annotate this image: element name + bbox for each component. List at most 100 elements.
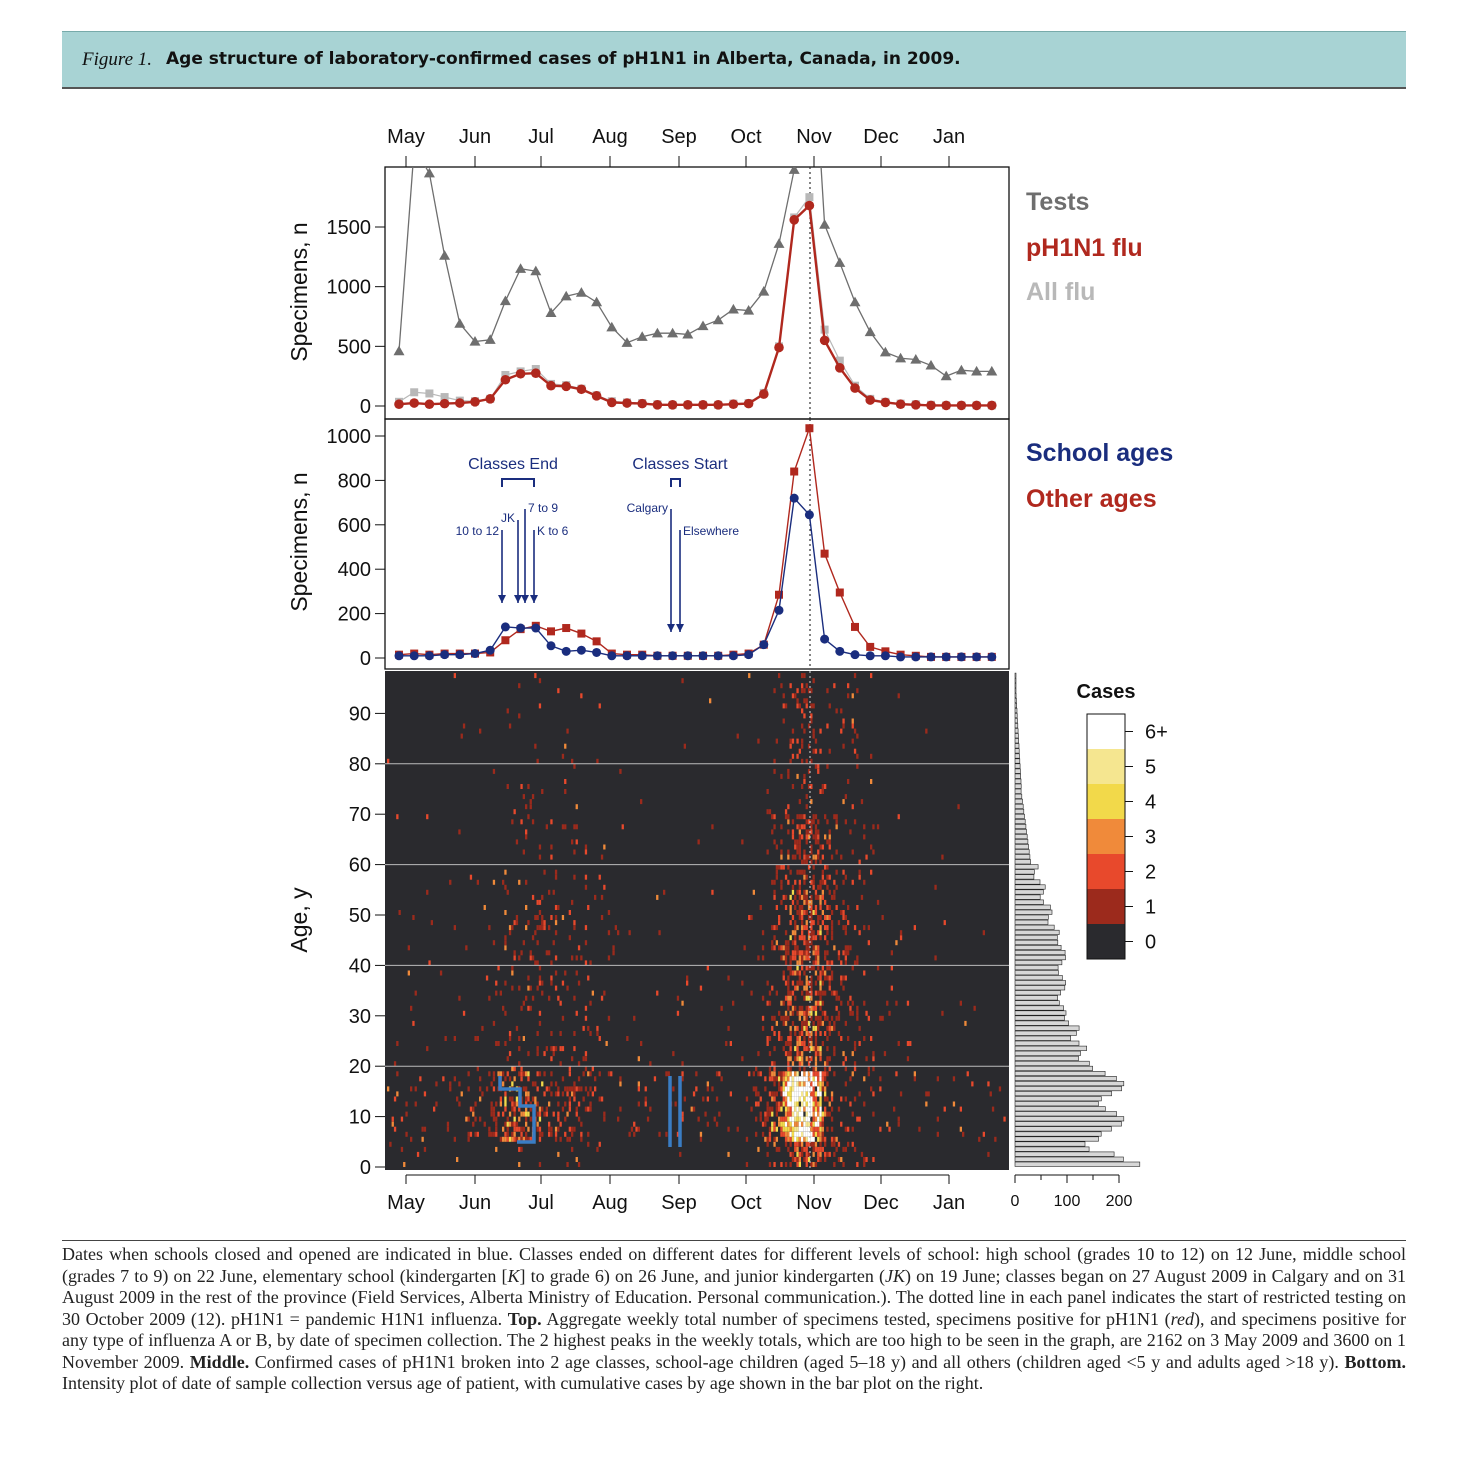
heatmap-cell [812, 1046, 815, 1052]
heatmap-cell [554, 920, 558, 926]
heatmap-cell [538, 1071, 542, 1077]
heatmap-cell [803, 1036, 806, 1041]
heatmap-cell [564, 779, 567, 784]
heatmap-cell [633, 1131, 636, 1137]
heatmap-cell [548, 995, 551, 1001]
heatmap-cell [571, 1131, 574, 1137]
heatmap-cell [826, 884, 829, 890]
heatmap-cell [474, 1036, 477, 1041]
heatmap-cell [759, 905, 762, 910]
heatmap-cell [796, 985, 799, 991]
heatmap-cell [833, 1051, 836, 1057]
heatmap-cell [607, 1071, 611, 1077]
heatmap-cell [844, 1146, 847, 1152]
heatmap-cell [906, 1056, 910, 1062]
heatmap-cell [644, 1101, 647, 1107]
heatmap-cell [681, 678, 684, 684]
age-bar [1014, 1000, 1060, 1006]
age-bar [1014, 1081, 1125, 1087]
heatmap-cell [522, 794, 525, 800]
heatmap-cell [847, 693, 850, 699]
heatmap-cell [784, 1051, 788, 1057]
heatmap-cell [584, 1066, 588, 1072]
series-point [515, 263, 527, 273]
heatmap-cell [913, 1076, 916, 1082]
heatmap-cell [789, 1136, 792, 1142]
heatmap-cell [819, 995, 822, 1001]
heatmap-cell [798, 748, 801, 754]
heatmap-cell [810, 975, 813, 981]
heatmap-cell [844, 874, 847, 880]
heatmap-cell [826, 950, 829, 956]
heatmap-cell [727, 1126, 730, 1132]
series-line [399, 496, 992, 658]
series-point [896, 652, 906, 662]
heatmap-cell [780, 899, 783, 905]
heatmap-cell [858, 1025, 861, 1031]
heatmap-cell [456, 1096, 459, 1102]
heatmap-cell [814, 1071, 818, 1077]
heatmap-cell [842, 1162, 845, 1167]
heatmap-cell [807, 995, 811, 1001]
color-legend-swatch [1087, 784, 1125, 819]
series-point [697, 320, 709, 331]
age-bar [1014, 1136, 1099, 1142]
heatmap-cell [833, 990, 836, 996]
legend-allflu: All flu [1026, 278, 1095, 306]
heatmap-cell [814, 1061, 818, 1067]
heatmap-cell [515, 1126, 519, 1132]
heatmap-cell [842, 879, 845, 885]
heatmap-cell [805, 1081, 808, 1087]
caption-text: Aggregate weekly total number of specime… [541, 1308, 1171, 1329]
heatmap-cell [573, 925, 576, 931]
heatmap-cell [821, 874, 824, 880]
heatmap-cell [853, 748, 857, 754]
heatmap-cell [681, 1071, 684, 1077]
series-point [789, 493, 799, 503]
heatmap-cell [520, 1066, 523, 1072]
heatmap-cell [554, 874, 558, 880]
heatmap-cell [775, 940, 778, 946]
heatmap-cell [789, 869, 792, 875]
heatmap-cell [810, 819, 813, 825]
heatmap-cell [692, 1091, 696, 1097]
heatmap-cell [545, 824, 548, 830]
heatmap-cell [580, 693, 583, 699]
heatmap-cell [414, 1101, 417, 1107]
heatmap-cell [550, 854, 553, 860]
heatmap-cell [787, 980, 790, 986]
heatmap-cell [791, 1020, 795, 1026]
heatmap-cell [842, 1146, 845, 1152]
heatmap-cell [837, 1031, 841, 1036]
heatmap-cell [554, 1131, 558, 1137]
series-point [835, 646, 845, 656]
heatmap-cell [787, 1091, 790, 1097]
heatmap-cell [796, 1131, 799, 1137]
heatmap-cell [796, 1111, 799, 1117]
heatmap-cell [506, 784, 509, 789]
heatmap-cell [761, 1015, 765, 1021]
heatmap-cell [851, 879, 854, 885]
heatmap-cell [515, 915, 519, 920]
heatmap-cell [529, 955, 532, 961]
heatmap-cell [798, 829, 801, 835]
heatmap-cell [619, 1106, 622, 1112]
y-tick-label-bottom: 20 [349, 1056, 371, 1078]
heatmap-cell [725, 1041, 728, 1046]
heatmap-cell [805, 1025, 808, 1031]
heatmap-cell [780, 1121, 783, 1127]
heatmap-cell [780, 839, 783, 845]
heatmap-cell [789, 1000, 792, 1006]
heatmap-cell [628, 930, 631, 936]
heatmap-cell [872, 1066, 875, 1072]
heatmap-cell [814, 894, 818, 900]
age-bar [1014, 768, 1021, 774]
heatmap-cell [860, 799, 864, 805]
series-point [469, 336, 481, 346]
heatmap-cell [801, 930, 804, 936]
heatmap-cell [396, 1041, 399, 1046]
heatmap-cell [814, 1076, 818, 1082]
heatmap-cell [828, 1020, 831, 1026]
heatmap-cell [803, 1071, 806, 1077]
heatmap-cell [423, 1091, 427, 1097]
